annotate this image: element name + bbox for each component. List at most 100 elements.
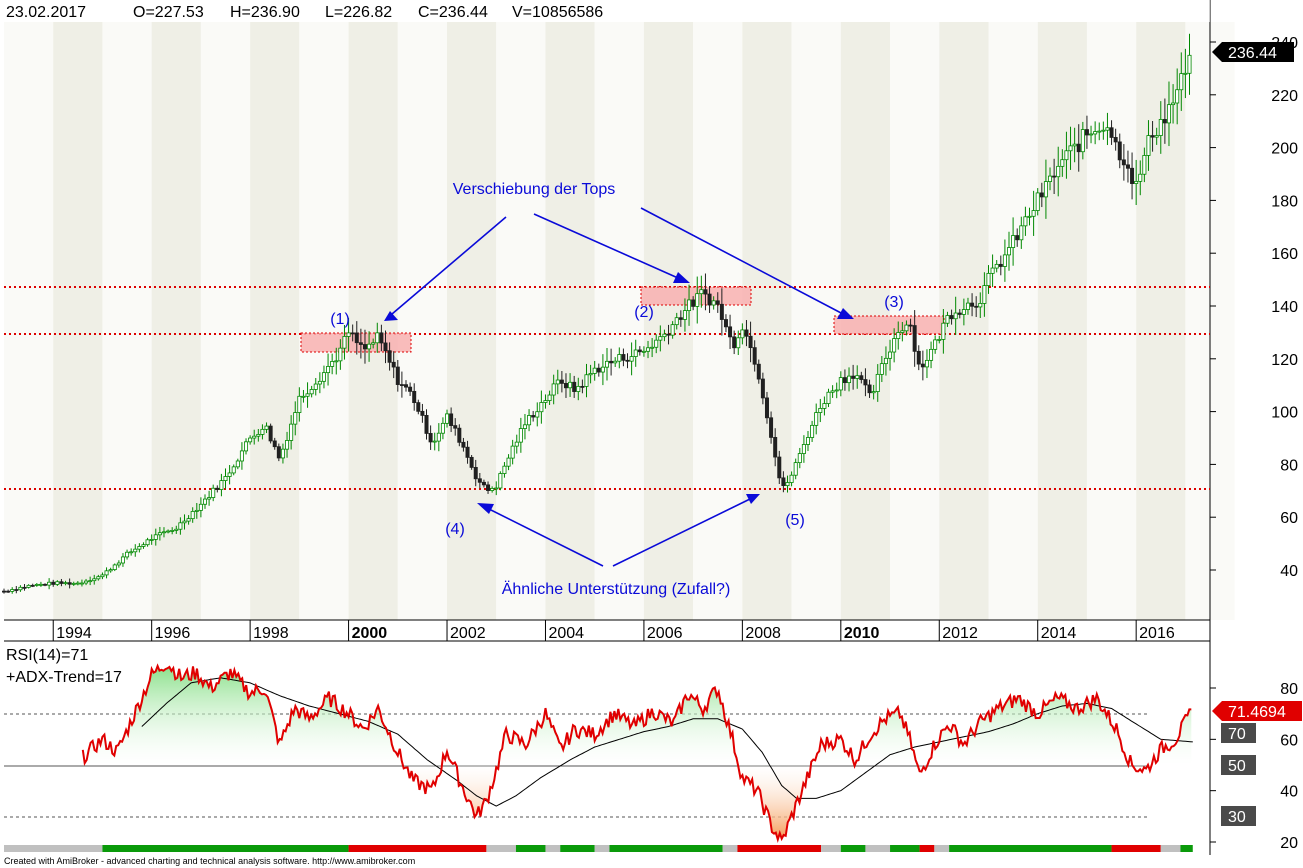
- candle-body: [760, 378, 765, 399]
- candle-body: [465, 446, 470, 458]
- candle-body: [670, 324, 675, 336]
- candle-body: [908, 324, 913, 327]
- candle-body: [818, 408, 823, 413]
- candle-body: [629, 356, 634, 362]
- candle-body: [1138, 173, 1143, 182]
- candle-body: [949, 315, 954, 320]
- candle-body: [334, 360, 339, 363]
- candle-body: [403, 384, 408, 388]
- candle-body: [609, 360, 614, 364]
- candle-body: [170, 530, 175, 532]
- candle-body: [194, 509, 199, 512]
- candle-body: [330, 361, 335, 367]
- candle-body: [687, 299, 692, 312]
- trend-bar-segment: [949, 845, 1112, 852]
- candle-body: [1097, 130, 1102, 133]
- candle-body: [1109, 127, 1114, 138]
- candle-body: [2, 590, 7, 593]
- candle-body: [674, 317, 679, 326]
- candle-body: [285, 440, 290, 450]
- candle-body: [1031, 210, 1036, 217]
- candle-body: [650, 346, 655, 349]
- candle-body: [71, 582, 76, 585]
- trend-bar-segment: [737, 845, 822, 852]
- candle-body: [998, 263, 1003, 267]
- candle-body: [354, 332, 359, 344]
- header-high: H=236.90: [230, 4, 300, 21]
- band-label-30-bg: [1221, 806, 1256, 826]
- candle-body: [842, 377, 847, 384]
- candle-body: [141, 544, 146, 547]
- candle-body: [600, 366, 605, 373]
- candle-body: [190, 511, 195, 520]
- candle-body: [904, 324, 909, 332]
- arrow-to-low-4: [486, 507, 604, 567]
- trend-bar-segment: [609, 845, 723, 852]
- year-band: [1086, 22, 1137, 620]
- candle-body: [252, 435, 257, 439]
- candle-body: [207, 497, 212, 500]
- candle-body: [732, 336, 737, 349]
- candle-body: [900, 330, 905, 333]
- price-y-tick-label: 40: [1280, 563, 1298, 580]
- candle-body: [769, 417, 774, 438]
- candle-body: [1125, 164, 1130, 169]
- candle-body: [461, 441, 466, 448]
- candle-body: [965, 302, 970, 310]
- x-tick-label: 2000: [352, 625, 388, 642]
- candle-body: [801, 444, 806, 454]
- arrow-to-top-3: [640, 207, 844, 315]
- candle-body: [100, 574, 105, 578]
- candle-body: [863, 379, 868, 386]
- candle-body: [96, 576, 101, 580]
- candle-body: [1084, 129, 1089, 136]
- candle-body: [264, 425, 269, 430]
- candle-body: [1175, 89, 1180, 104]
- candle-body: [22, 586, 27, 589]
- price-y-tick-label: 140: [1271, 299, 1298, 316]
- x-tick-label: 1996: [155, 625, 191, 642]
- price-y-tick-label: 220: [1271, 88, 1298, 105]
- candle-body: [711, 300, 716, 306]
- candle-body: [723, 319, 728, 328]
- candle-body: [412, 390, 417, 404]
- candle-body: [440, 422, 445, 434]
- candle-body: [1142, 155, 1147, 175]
- candle-body: [428, 433, 433, 443]
- price-y-tick-label: 160: [1271, 246, 1298, 263]
- price-candles: [2, 33, 1192, 594]
- year-band: [447, 22, 497, 620]
- last-price-value: 236.44: [1228, 45, 1277, 62]
- candle-body: [481, 481, 486, 486]
- candle-body: [1154, 135, 1159, 138]
- candle-body: [477, 478, 482, 483]
- candle-body: [662, 333, 667, 338]
- rsi-fill-areas: [82, 666, 1192, 840]
- x-tick-label: 1994: [56, 625, 92, 642]
- candle-body: [453, 425, 458, 429]
- rsi-y-tick-label: 20: [1280, 835, 1298, 852]
- candle-body: [830, 390, 835, 393]
- candle-body: [806, 437, 811, 445]
- candle-body: [871, 391, 876, 394]
- top-label-2: (2): [634, 304, 654, 321]
- trend-bar-segment: [348, 845, 487, 852]
- band-label-70: 70: [1228, 726, 1246, 743]
- candle-body: [416, 402, 421, 412]
- candle-body: [1183, 72, 1188, 75]
- price-y-tick-label: 60: [1280, 510, 1298, 527]
- candle-body: [1015, 235, 1020, 241]
- x-tick-label: 2016: [1139, 625, 1175, 642]
- x-tick-label: 1998: [253, 625, 289, 642]
- candle-body: [633, 349, 638, 357]
- candle-body: [84, 580, 89, 584]
- candle-body: [646, 347, 651, 352]
- candle-body: [424, 415, 429, 434]
- rsi-last-value-tag: [1212, 701, 1302, 721]
- candle-body: [1023, 216, 1028, 227]
- candle-body: [912, 325, 917, 352]
- low-label-5: (5): [785, 512, 805, 529]
- candle-body: [654, 339, 659, 348]
- rsi-y-axis-ticks: 20 40 60 80: [1210, 681, 1298, 852]
